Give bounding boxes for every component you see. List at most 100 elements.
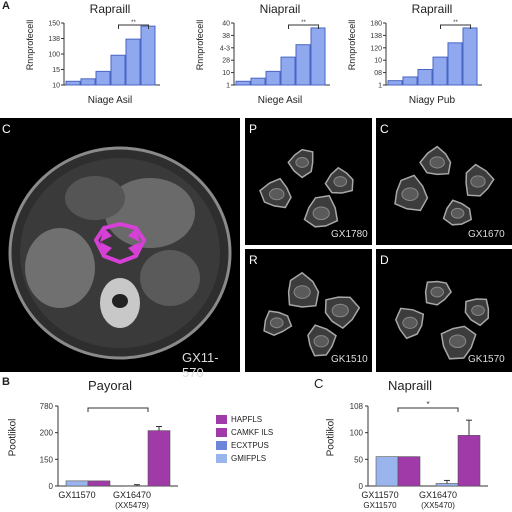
panel-r-label: GK1510 <box>331 354 368 365</box>
cell-drawing <box>263 271 361 357</box>
y-tick-label: 780 <box>40 402 54 411</box>
chart-c-ylabel: Pootlikol <box>325 418 337 457</box>
cell-drawing <box>394 145 495 226</box>
significance-label: * <box>426 400 429 409</box>
bar <box>462 27 478 86</box>
legend-swatch <box>216 428 227 437</box>
bar <box>280 56 296 86</box>
y-tick-label: 28 <box>222 58 230 65</box>
bar <box>65 80 81 86</box>
legend-swatch <box>216 415 227 424</box>
y-tick-label: 1 <box>378 83 382 90</box>
cell-core <box>450 207 465 219</box>
panel-label-d: D <box>380 253 389 267</box>
cell-core <box>295 157 309 168</box>
cell-core <box>402 316 418 329</box>
y-tick-label: 138 <box>370 33 382 40</box>
cell-core <box>471 305 485 316</box>
legend-item: HAPFLS <box>216 413 306 426</box>
significance-bracket <box>440 24 471 29</box>
bar <box>457 435 481 487</box>
y-tick-label: 40 <box>222 21 230 28</box>
top-chart-3: Rapraill Rnnprofecell 180 138 120 10 08 1 ** N… <box>342 0 492 118</box>
y-tick-label: 108 <box>350 402 364 411</box>
y-tick-label: 100 <box>48 52 60 59</box>
y-tick-label: 150 <box>40 455 54 464</box>
bar <box>295 44 311 86</box>
x-axis-label: Niagy Pub <box>408 95 456 106</box>
bar <box>387 80 403 86</box>
bar-plot-2: 40 38 4-3 28 10 1 ** <box>220 20 330 90</box>
y-tick-label: 4-3 <box>220 45 230 52</box>
bar <box>250 77 266 86</box>
bar <box>432 56 448 86</box>
bar <box>235 80 251 86</box>
legend: HAPFLS CAMKF ILS ECXTPUS GMIFPLS <box>216 413 306 465</box>
panel-label-r: R <box>249 253 258 267</box>
chart-b-xtick-1: GX11570 <box>58 490 96 500</box>
chart-title: Niaprail <box>259 2 301 16</box>
y-tick-label: 0 <box>49 482 54 491</box>
bar <box>447 42 463 86</box>
y-axis-label: Rnnprofecell <box>25 19 35 71</box>
panel-label-c2: C <box>380 122 389 136</box>
bar <box>87 480 111 487</box>
bar-plot-b: 780 200 150 0 <box>40 402 178 491</box>
y-tick-label: 1 <box>226 83 230 90</box>
y-tick-label: 15 <box>52 67 60 74</box>
significance-bracket <box>288 24 319 29</box>
cell-core <box>331 303 349 318</box>
cell-core <box>313 335 329 348</box>
top-chart-1: Rapraill Rnnprofecell 150 138 100 15 10 ** Ni… <box>20 0 170 118</box>
bar <box>310 27 326 86</box>
significance-bracket <box>397 407 459 412</box>
cell-core <box>293 285 311 299</box>
chart-c-xtick-1: GX11570 <box>361 490 399 500</box>
significance-bracket <box>87 407 149 412</box>
panel-label-c3: C <box>314 376 324 391</box>
y-axis-label: Rnnprofecell <box>347 19 357 71</box>
ct-main-label: GX11-570 <box>182 350 219 380</box>
cell-drawing <box>394 280 490 360</box>
x-axis-label: Niege Asil <box>257 95 303 106</box>
panel-p-label: GX1780 <box>331 229 368 240</box>
chart-c-xtick-2: GX16470 <box>418 490 458 500</box>
cell-core <box>333 176 348 187</box>
legend-item: ECXTPUS <box>216 439 306 452</box>
legend-item: GMIFPLS <box>216 452 306 465</box>
cell-core <box>470 175 486 188</box>
y-tick-label: 10 <box>374 58 382 65</box>
y-tick-label: 38 <box>222 33 230 40</box>
bar <box>417 69 433 86</box>
bar <box>402 76 418 86</box>
bar <box>147 430 171 487</box>
ct-panel-d: D GK1570 <box>376 249 512 372</box>
panel-label-b: B <box>2 376 10 388</box>
chart-b-xtick-2: GX16470 <box>112 490 152 500</box>
y-tick-label: 0 <box>359 482 364 491</box>
bar-plot-3: 180 138 120 10 08 1 ** <box>370 20 482 90</box>
y-axis-label: Rnnprofecell <box>195 19 205 71</box>
cell-core <box>269 317 284 329</box>
y-tick-label: 120 <box>370 45 382 52</box>
cell-core <box>430 286 445 298</box>
chart-title: Rapraill <box>89 2 131 16</box>
legend-item: CAMKF ILS <box>216 426 306 439</box>
panel-label-c: C <box>2 122 11 136</box>
bar <box>375 456 399 487</box>
ct-main-image: C GX11-570 <box>0 118 240 380</box>
bar-plot-1: 150 138 100 15 10 ** <box>48 20 160 90</box>
bar <box>140 25 156 86</box>
y-tick-label: 100 <box>350 429 364 438</box>
y-tick-label: 50 <box>354 455 363 464</box>
cell-core <box>449 334 467 349</box>
x-axis-label: Niage Asil <box>87 95 133 106</box>
chart-b-ylabel: Pootlikol <box>7 418 19 457</box>
cell-core <box>429 156 445 169</box>
significance-label: ** <box>301 20 306 26</box>
y-tick-label: 150 <box>48 21 60 28</box>
significance-label: ** <box>131 20 136 26</box>
panel-d-label: GK1570 <box>468 354 505 365</box>
bar <box>125 38 141 86</box>
panel-c-label: GX1670 <box>468 229 505 240</box>
